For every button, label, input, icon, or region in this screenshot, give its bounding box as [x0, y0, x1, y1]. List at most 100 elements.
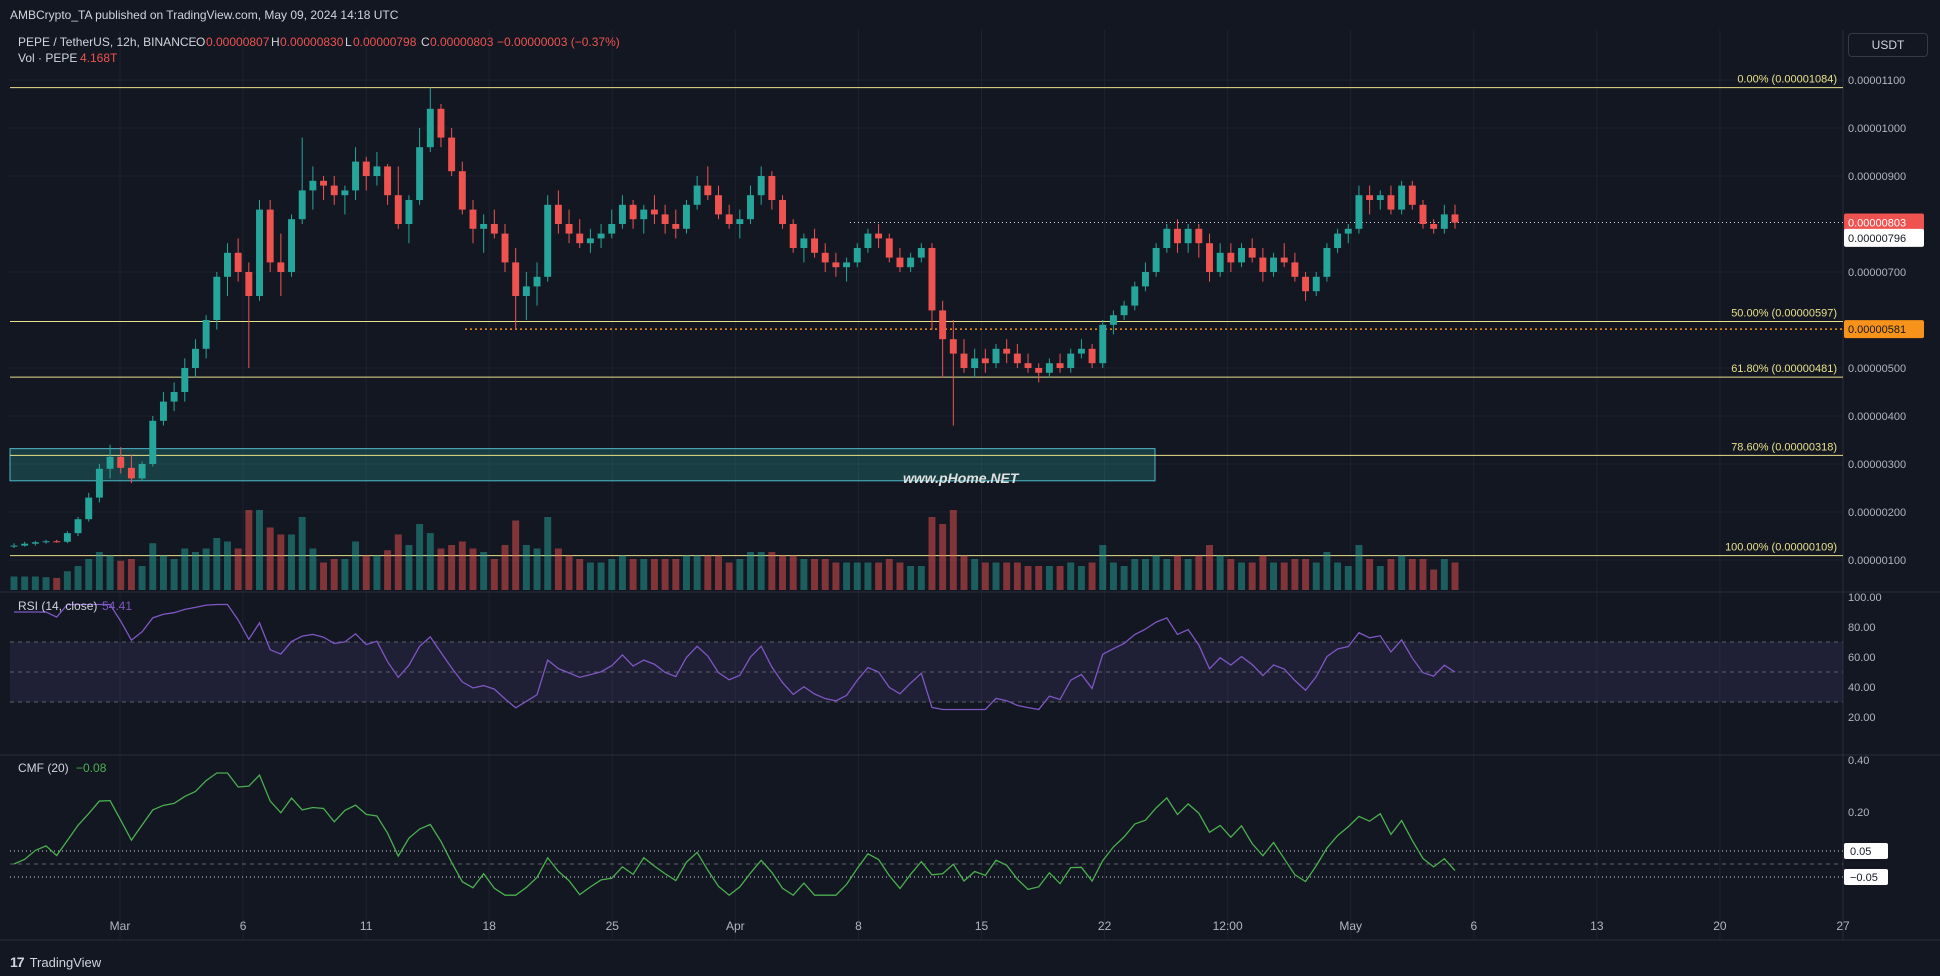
- volume-bar: [21, 576, 29, 590]
- volume-bar: [832, 562, 840, 590]
- volume-bar: [1280, 562, 1288, 590]
- candle-body: [981, 358, 989, 364]
- fib-label: 100.00% (0.00000109): [1725, 542, 1837, 554]
- candle-body: [31, 542, 39, 544]
- volume-bar: [682, 555, 690, 590]
- legend-vol-value: 4.168T: [80, 51, 118, 65]
- publisher-text: AMBCrypto_TA published on TradingView.co…: [10, 8, 399, 22]
- candle-body: [138, 464, 146, 479]
- candle-body: [693, 185, 701, 205]
- legend-o-label: O: [196, 35, 205, 49]
- rsi-axis-label: 100.00: [1848, 592, 1882, 604]
- tradingview-logo-icon: ⁠17: [10, 954, 25, 970]
- cmf-value: −0.08: [76, 761, 107, 775]
- candle-body: [757, 176, 765, 196]
- volume-bar: [576, 559, 584, 590]
- candle-body: [811, 238, 819, 253]
- volume-bar: [949, 510, 957, 590]
- volume-bar: [843, 562, 851, 590]
- volume-bar: [554, 548, 562, 590]
- volume-bar: [1270, 562, 1278, 590]
- volume-bar: [1302, 559, 1310, 590]
- candle-body: [1131, 286, 1139, 306]
- cmf-level-text: −0.05: [1850, 872, 1878, 884]
- volume-bar: [1120, 566, 1128, 590]
- prev-price-tag-text: 0.00000796: [1848, 233, 1906, 245]
- price-tick-label: 0.00001000: [1848, 123, 1906, 135]
- candle-body: [1440, 214, 1448, 229]
- candle-body: [864, 233, 872, 248]
- volume-bar: [565, 555, 573, 590]
- price-tick-label: 0.00000300: [1848, 459, 1906, 471]
- rsi-panel: 100.00 80.00 60.00 40.00 20.00: [10, 592, 1882, 724]
- time-axis[interactable]: Mar 6 11 18 25 Apr 8 15 22 12:00 May 6 13 20 27: [110, 919, 1850, 933]
- candle-body: [544, 204, 552, 277]
- time-tick-label: 13: [1590, 919, 1604, 933]
- volume-bar: [1430, 569, 1438, 590]
- fib-label: 50.00% (0.00000597): [1731, 307, 1837, 319]
- volume-bar: [1312, 562, 1320, 590]
- candle-body: [1206, 243, 1213, 272]
- fib-label: 0.00% (0.00001084): [1737, 74, 1837, 86]
- legend-change: −0.00000003 (−0.37%): [497, 35, 620, 49]
- volume-bar: [1035, 566, 1043, 590]
- candle-body: [1174, 228, 1181, 244]
- candle-body: [1141, 272, 1149, 287]
- tradingview-logo[interactable]: ⁠17 TradingView: [10, 954, 101, 970]
- price-tick-label: 0.00000900: [1848, 171, 1906, 183]
- candle-body: [682, 204, 690, 229]
- candle-body: [928, 248, 936, 311]
- legend-l-label: L: [345, 35, 352, 49]
- volume-bar: [1408, 559, 1416, 590]
- volume-bar: [191, 552, 199, 590]
- volume-bar: [1238, 562, 1245, 590]
- candle-body: [832, 262, 840, 268]
- candle-body: [747, 195, 754, 220]
- candle-body: [384, 166, 392, 196]
- volume-bar: [42, 577, 50, 590]
- volume-bar: [907, 566, 915, 590]
- volume-bar: [266, 527, 274, 590]
- candle-body: [149, 420, 157, 464]
- volume-bar: [320, 562, 328, 590]
- volume-bar: [373, 555, 381, 590]
- candle-body: [629, 204, 637, 220]
- candle-body: [341, 190, 349, 196]
- candle-body: [885, 238, 893, 258]
- volume-bar: [448, 545, 456, 590]
- volume-bar: [896, 562, 904, 590]
- candle-body: [800, 238, 808, 248]
- volume-bar: [106, 555, 114, 590]
- volume-bar: [1077, 566, 1085, 590]
- volume-bar: [1174, 555, 1181, 590]
- candle-body: [917, 248, 925, 258]
- legend-l-value: 0.00000798: [353, 35, 417, 49]
- volume-bar: [586, 562, 594, 590]
- candle-body: [245, 272, 253, 296]
- candle-body: [1035, 368, 1043, 373]
- rsi-value: 54.41: [102, 599, 132, 613]
- volume-bar: [1163, 559, 1171, 590]
- candle-body: [1419, 204, 1427, 224]
- candle-body: [1312, 276, 1320, 292]
- legend-h-label: H: [271, 35, 280, 49]
- candle-body: [1024, 363, 1032, 368]
- volume-bar: [1291, 559, 1299, 590]
- candle-body: [74, 519, 82, 534]
- volume-bar: [885, 559, 893, 590]
- volume-bar: [1024, 566, 1032, 590]
- volume-bar: [288, 534, 295, 590]
- volume-bar: [384, 550, 392, 590]
- volume-bar: [224, 541, 231, 590]
- volume-bar: [533, 548, 541, 590]
- candles: [10, 87, 1459, 548]
- price-axis[interactable]: 0.00001100 0.00001000 0.00000900 0.00000700…: [1844, 75, 1924, 567]
- volume-bar: [149, 543, 157, 590]
- candle-body: [896, 257, 904, 268]
- time-tick-label: Apr: [726, 919, 745, 933]
- candle-body: [159, 401, 167, 421]
- currency-button[interactable]: USDT: [1848, 33, 1928, 57]
- candle-body: [277, 262, 285, 272]
- candle-body: [821, 252, 829, 263]
